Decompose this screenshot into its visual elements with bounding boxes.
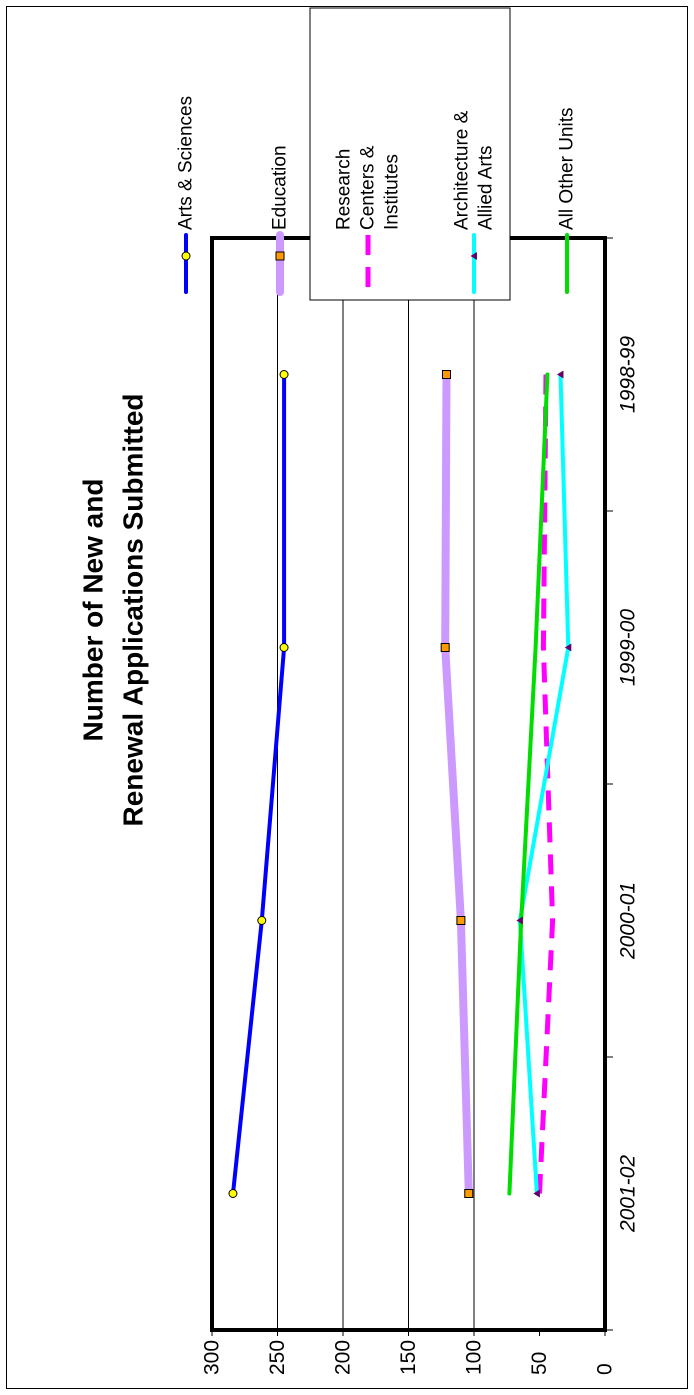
series-line xyxy=(517,372,571,1196)
data-point xyxy=(279,370,289,379)
data-point xyxy=(464,1189,474,1198)
plot-area-group: 0 50 100 150 200 250 300 1998-99 1999-00 2000-01 2… xyxy=(201,236,640,1375)
data-point xyxy=(440,643,450,652)
value-tick-label: 150 xyxy=(397,1340,420,1375)
legend-label: Arts & Sciences xyxy=(176,96,197,230)
data-point xyxy=(441,370,451,379)
legend-label: All Other Units xyxy=(557,108,578,230)
data-point xyxy=(275,251,285,261)
data-point xyxy=(279,643,289,652)
legend-label: Research xyxy=(334,149,355,230)
chart-title-line: Renewal Applications Submitted xyxy=(118,393,149,826)
legend-label: Centers & xyxy=(358,145,379,230)
series-line xyxy=(441,370,473,1198)
series-line xyxy=(231,372,287,1196)
data-point xyxy=(228,1189,238,1198)
value-tick-label: 100 xyxy=(463,1340,486,1375)
data-point xyxy=(516,916,523,925)
value-tick-label: 0 xyxy=(594,1363,617,1375)
legend-label: Education xyxy=(270,145,291,230)
data-point xyxy=(564,643,572,652)
legend-label: Allied Arts xyxy=(476,146,497,230)
legend-box xyxy=(309,7,511,301)
data-point xyxy=(556,370,564,379)
legend-label: Institutes xyxy=(382,154,403,230)
value-tick-label: 250 xyxy=(266,1340,289,1375)
data-point xyxy=(257,916,267,925)
data-point xyxy=(470,252,477,260)
category-label: 2001-02 xyxy=(617,1155,640,1233)
category-label: 2000-01 xyxy=(617,882,640,960)
category-label: 1998-99 xyxy=(617,336,640,413)
value-tick-label: 200 xyxy=(332,1340,355,1375)
category-label: 1999-00 xyxy=(617,609,640,686)
data-point xyxy=(456,916,466,925)
value-tick-label: 50 xyxy=(528,1352,551,1375)
data-point xyxy=(181,251,191,261)
legend: Arts & Sciences Education Research Centers … xyxy=(176,7,578,301)
chart-title-group: Number of New and Renewal Applications Su… xyxy=(78,393,149,826)
series-line xyxy=(537,374,556,1194)
legend-label: Architecture & xyxy=(452,110,473,230)
chart-title-line: Number of New and xyxy=(78,479,109,742)
value-tick-label: 300 xyxy=(201,1340,224,1375)
data-point xyxy=(533,1189,540,1198)
series-line xyxy=(507,372,550,1196)
